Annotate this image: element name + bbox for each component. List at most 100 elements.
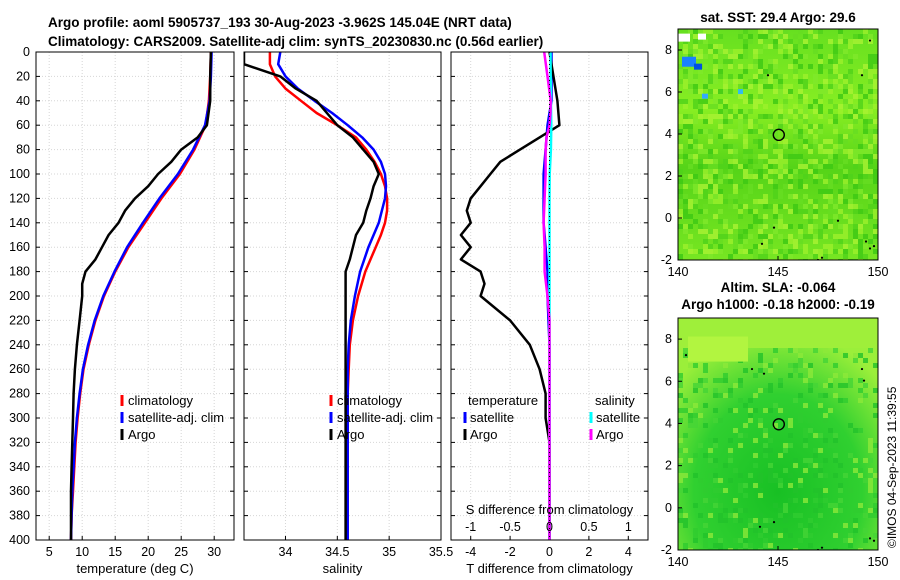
map-cell <box>678 438 683 443</box>
map-cell <box>793 54 798 59</box>
map-cell <box>833 119 838 124</box>
map-cell <box>788 174 793 179</box>
map-cell <box>873 209 878 214</box>
map-cell <box>713 418 718 423</box>
map-cell <box>793 239 798 244</box>
map-cell <box>718 239 723 244</box>
map-cell <box>833 508 838 513</box>
map-cell <box>713 473 718 478</box>
map-cell <box>763 363 768 368</box>
map-cell <box>718 478 723 483</box>
map-cell <box>873 194 878 199</box>
y-tick-label: 320 <box>9 435 30 449</box>
y-tick-label: 260 <box>9 362 30 376</box>
map-cell <box>788 119 793 124</box>
map-cell <box>683 69 688 74</box>
map-cell <box>768 69 773 74</box>
map-cell <box>853 358 858 363</box>
map-cell <box>758 254 763 259</box>
map-cell <box>728 204 733 209</box>
map-cell <box>868 84 873 89</box>
map-cell <box>713 149 718 154</box>
y-tick-label: 2 <box>665 459 672 473</box>
map-cell <box>813 159 818 164</box>
map-cell <box>853 129 858 134</box>
map-cell <box>823 214 828 219</box>
map-cell <box>718 174 723 179</box>
map-cell <box>708 154 713 159</box>
map-cell <box>693 423 698 428</box>
map-cell <box>738 49 743 54</box>
map-cell <box>838 104 843 109</box>
y-tick-label: 0 <box>23 45 30 59</box>
map-cell <box>853 518 858 523</box>
map-cell <box>748 39 753 44</box>
map-cell <box>783 239 788 244</box>
map-cell <box>773 533 778 538</box>
map-cell <box>758 129 763 134</box>
map-cell <box>733 94 738 99</box>
map-cell <box>848 89 853 94</box>
map-cell <box>693 204 698 209</box>
y-tick-label: 6 <box>665 374 672 388</box>
map-cell <box>698 29 703 34</box>
map-cell <box>703 79 708 84</box>
map-cell <box>763 254 768 259</box>
map-cell <box>853 194 858 199</box>
map-cell <box>863 528 868 533</box>
map-cell <box>753 463 758 468</box>
map-cell <box>683 144 688 149</box>
map-cell <box>858 239 863 244</box>
map-cell <box>778 478 783 483</box>
map-cell <box>843 179 848 184</box>
map-cell <box>718 134 723 139</box>
map-cell <box>798 54 803 59</box>
map-cell <box>838 249 843 254</box>
map-cell <box>853 109 858 114</box>
map-cell <box>773 214 778 219</box>
series-line-argo-salinity- <box>542 52 552 540</box>
map-cell <box>773 74 778 79</box>
map-cell <box>778 114 783 119</box>
map-cell <box>803 378 808 383</box>
map-cell <box>733 184 738 189</box>
map-cell <box>863 119 868 124</box>
map-cell <box>728 79 733 84</box>
map-cell <box>798 99 803 104</box>
map-cell <box>728 179 733 184</box>
map-cell <box>748 398 753 403</box>
map-cell <box>838 34 843 39</box>
map-cell <box>848 199 853 204</box>
map-cell <box>758 114 763 119</box>
map-cell <box>718 503 723 508</box>
map-cell <box>828 378 833 383</box>
map-cell <box>848 104 853 109</box>
map-cell <box>873 94 878 99</box>
map-cell <box>718 114 723 119</box>
map-cell <box>788 109 793 114</box>
map-cell <box>683 79 688 84</box>
map-cell <box>813 214 818 219</box>
map-cell <box>693 119 698 124</box>
map-cell <box>843 74 848 79</box>
map-cell <box>758 69 763 74</box>
axes-frame <box>243 51 442 541</box>
map-cell <box>843 174 848 179</box>
map-cell <box>863 64 868 69</box>
map-cell <box>838 194 843 199</box>
map-cell <box>688 184 693 189</box>
map-cell <box>818 64 823 69</box>
map-cell <box>818 44 823 49</box>
map-cell <box>853 34 858 39</box>
map-cell <box>823 189 828 194</box>
map-cell <box>753 79 758 84</box>
map-cell <box>678 508 683 513</box>
map-cell <box>873 134 878 139</box>
map-cell <box>788 483 793 488</box>
map-cell <box>768 204 773 209</box>
map-cell <box>733 54 738 59</box>
map-cell <box>768 129 773 134</box>
map-cell <box>818 468 823 473</box>
map-cell <box>708 134 713 139</box>
map-cell <box>803 438 808 443</box>
